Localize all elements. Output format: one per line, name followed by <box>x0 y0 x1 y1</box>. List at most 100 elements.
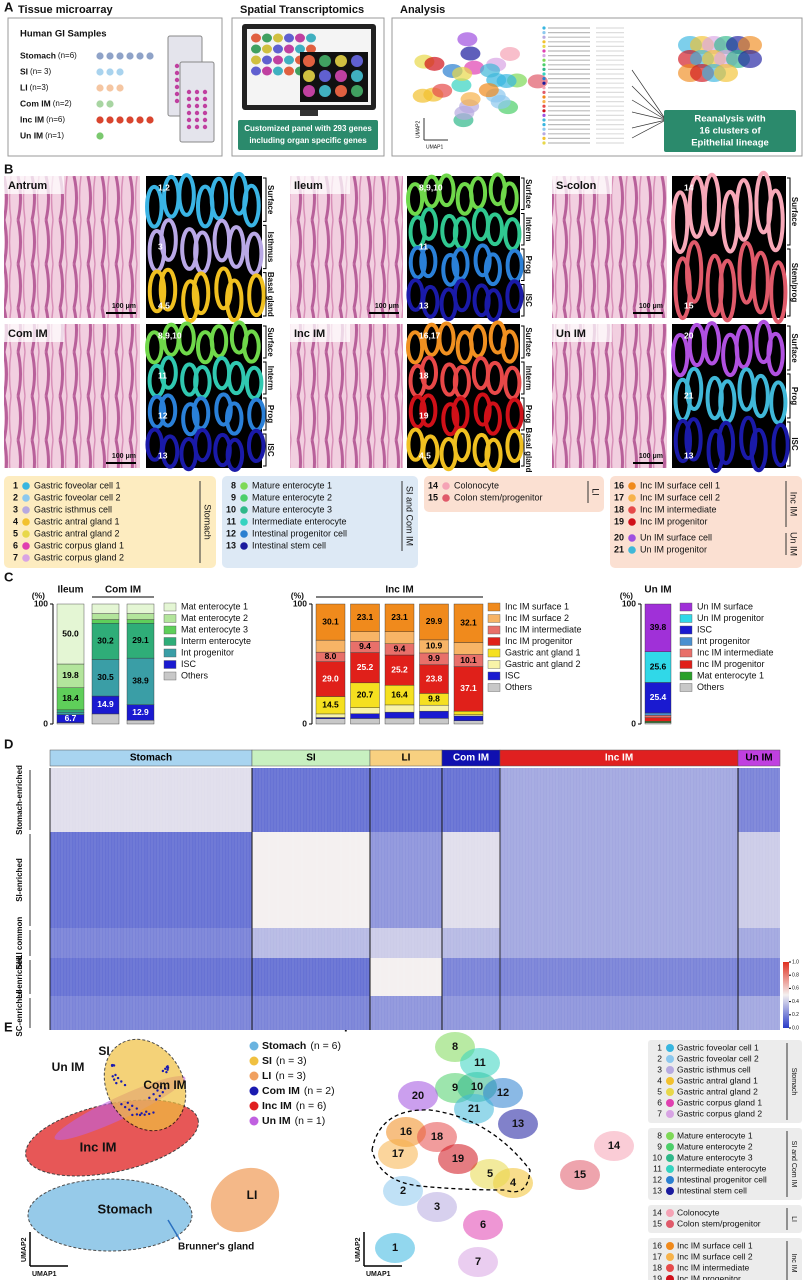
umap-blob <box>496 73 517 88</box>
speck <box>140 1112 143 1115</box>
spatial-spot <box>421 434 440 469</box>
legend-dot <box>249 1116 259 1126</box>
value-label: 32.1 <box>460 618 477 628</box>
cluster-id: 1 <box>657 1042 662 1052</box>
umap-blob <box>738 50 762 68</box>
cluster-annotation: 4,5 <box>158 300 170 310</box>
cluster-id: 7 <box>13 552 18 562</box>
legend-label: Inc IM progenitor <box>505 636 573 646</box>
spatial-spot <box>734 178 753 242</box>
speck <box>166 1068 169 1071</box>
legend-label: ISC <box>697 624 713 634</box>
cluster-id: 2 <box>13 492 18 502</box>
spatial-spot <box>483 401 502 436</box>
sample-dots <box>96 52 154 60</box>
cluster-annotation: 15 <box>684 300 694 310</box>
spatial-spot <box>452 427 471 463</box>
cluster-number: 12 <box>497 1087 509 1099</box>
group-label: Inc IM <box>789 492 799 517</box>
dot <box>136 116 144 124</box>
dot <box>106 68 114 76</box>
umap-blob <box>714 64 738 82</box>
spatial-spot <box>247 273 266 318</box>
cluster-id: 5 <box>13 528 18 538</box>
bar-segment <box>644 717 672 722</box>
he-image <box>290 176 403 318</box>
legend-swatch <box>163 625 177 635</box>
spatial-spot <box>421 284 440 319</box>
screen-sample <box>303 55 315 67</box>
legend-swatch <box>163 614 177 623</box>
cluster-name: Gastric foveolar cell 2 <box>34 492 121 502</box>
spatial-spot <box>159 355 178 390</box>
legend-swatch <box>679 660 693 669</box>
region-label: Un IM <box>52 1060 85 1074</box>
legend-label: Others <box>181 670 209 680</box>
cluster-name: Gastric antral gland 2 <box>34 528 120 538</box>
cluster-dot <box>666 1209 674 1217</box>
spatial-spot <box>159 218 178 262</box>
y-tick-label: 0 <box>631 718 636 728</box>
cluster-id: 18 <box>653 1262 663 1272</box>
caption: including organ specific genes <box>249 136 367 145</box>
axis <box>363 1232 402 1267</box>
zone-label: Surface <box>790 197 799 227</box>
slide-spot <box>202 110 208 116</box>
bar-segment <box>126 657 155 705</box>
spatial-spot <box>158 393 178 428</box>
dot <box>96 116 104 124</box>
row-label: LI-enriched <box>15 955 24 998</box>
speck <box>111 1075 114 1078</box>
spatial-spot <box>158 267 178 312</box>
zone-label: Prog <box>790 387 799 405</box>
zone-label: Basal gland <box>266 272 275 317</box>
legend-dot <box>542 67 546 71</box>
cluster-blob <box>398 1081 438 1111</box>
bar-segment <box>453 715 484 721</box>
spatial-spot <box>468 176 488 210</box>
spatial-spot <box>685 240 704 304</box>
spatial-spot <box>242 329 261 364</box>
cluster-id: 14 <box>428 480 438 490</box>
cluster-id: 10 <box>653 1152 663 1162</box>
heat-cell <box>370 928 442 958</box>
y-tick-label: 100 <box>34 598 48 608</box>
pointer <box>631 119 667 139</box>
tissue-name: Ileum <box>294 180 323 192</box>
speck <box>164 1067 167 1070</box>
speck <box>152 1093 155 1096</box>
cluster-id: 3 <box>13 504 18 514</box>
spatial-spot <box>452 278 471 313</box>
legend-swatch <box>487 660 501 669</box>
cluster-dot <box>666 1110 674 1118</box>
sample-dots <box>96 84 124 92</box>
umap-blob <box>424 56 445 71</box>
bracket <box>263 224 267 270</box>
legend-box <box>610 476 802 568</box>
column-label: SI <box>306 753 316 764</box>
scale-label: 100 μm <box>112 303 136 310</box>
cluster-name: Inc IM surface cell 2 <box>640 492 720 502</box>
screen-sample <box>295 44 305 54</box>
cluster-number: 4 <box>510 1177 517 1189</box>
legend-label: Inc IM surface 2 <box>505 613 569 623</box>
screen-sample <box>262 44 272 54</box>
cluster-dot <box>666 1187 674 1195</box>
spatial-spot <box>702 321 722 366</box>
cluster-name: Inc IM intermediate <box>640 504 717 514</box>
cluster-number: 14 <box>608 1140 621 1152</box>
spatial-spot <box>214 266 233 311</box>
legend-label: Mat enterocyte 1 <box>697 670 764 680</box>
slide-spot <box>186 117 192 123</box>
value-label: 25.4 <box>650 692 667 702</box>
cluster-number: 20 <box>412 1090 424 1102</box>
value-label: 9.9 <box>428 653 440 663</box>
pointer <box>631 111 667 121</box>
heat-cell <box>252 832 370 928</box>
cluster-number: 16 <box>400 1126 412 1138</box>
zone-label: Surface <box>790 333 799 363</box>
screen-sample <box>284 44 294 54</box>
legend-swatch <box>679 614 693 623</box>
heat-cell <box>252 996 370 1030</box>
speck <box>158 1094 161 1098</box>
